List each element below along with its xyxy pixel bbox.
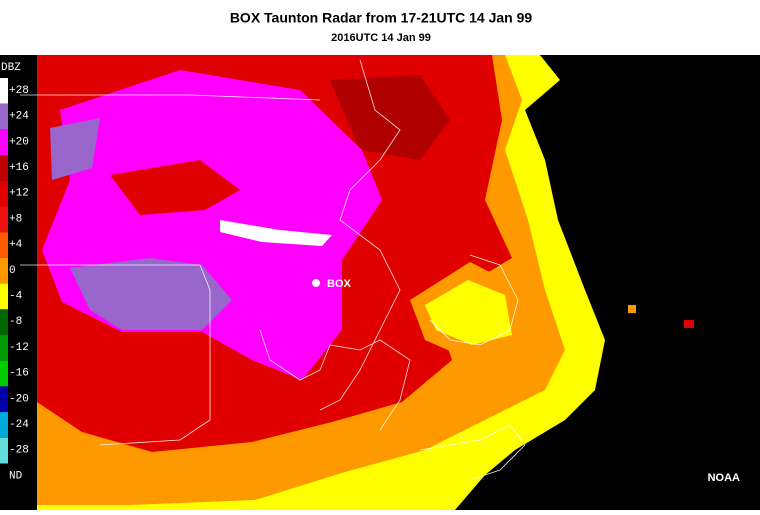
echo-darkred-2 <box>330 75 450 160</box>
boundary-line <box>20 94 321 101</box>
legend-label: -4 <box>9 291 23 303</box>
coast-line <box>419 424 526 481</box>
legend-label: -28 <box>9 445 29 457</box>
legend-label: -16 <box>9 368 29 380</box>
legend-label: +20 <box>9 136 29 148</box>
legend-swatch <box>0 78 8 104</box>
legend-label: +12 <box>9 188 29 200</box>
echo-purple <box>70 258 232 330</box>
legend-swatch <box>0 257 8 284</box>
legend-swatch <box>0 386 8 413</box>
cape-line <box>429 254 519 346</box>
legend-label: 0 <box>9 265 16 277</box>
legend-label: +28 <box>9 85 29 97</box>
legend-swatch <box>0 103 8 130</box>
station-marker <box>312 279 320 287</box>
legend-label: +8 <box>9 213 22 225</box>
echo-white <box>220 220 332 246</box>
legend-label: -24 <box>9 419 29 431</box>
subtitle: 2016UTC 14 Jan 99 <box>331 32 431 44</box>
legend-label: -8 <box>9 316 22 328</box>
legend-swatch <box>0 360 8 387</box>
legend-swatch <box>0 463 8 490</box>
legend-label: +4 <box>9 239 23 251</box>
legend-swatch <box>0 309 8 335</box>
station-label: BOX <box>327 278 352 290</box>
legend-swatch <box>0 335 8 361</box>
legend-label: ND <box>9 470 23 482</box>
legend-swatch <box>0 206 8 233</box>
legend: DBZ +28 +24 +20 +16 +12 +8 +4 0 -4 -8 -12 -16 -20 -24… <box>0 55 29 510</box>
header-background <box>0 0 760 55</box>
legend-label: -20 <box>9 393 29 405</box>
boundary-line <box>20 264 211 446</box>
legend-swatch <box>0 180 8 207</box>
coast-line <box>319 59 401 411</box>
echo-speck <box>628 305 636 313</box>
title: BOX Taunton Radar from 17-21UTC 14 Jan 9… <box>230 10 533 26</box>
legend-label: -12 <box>9 342 29 354</box>
legend-swatch <box>0 155 8 181</box>
legend-swatch <box>0 232 8 258</box>
echo-speck <box>684 320 694 328</box>
legend-label: +24 <box>9 111 29 123</box>
echo-purple-2 <box>50 118 100 180</box>
legend-title: DBZ <box>1 62 21 74</box>
echo-yellow-cape <box>425 280 512 345</box>
legend-swatch <box>0 129 8 156</box>
legend-label: +16 <box>9 162 29 174</box>
radar-map: BOX NOAA <box>0 55 760 510</box>
legend-swatch <box>0 283 8 310</box>
credit: NOAA <box>708 472 740 484</box>
echo-red-inner <box>110 160 240 215</box>
coast-line <box>259 329 411 431</box>
legend-swatch <box>0 437 8 464</box>
legend-swatch <box>0 412 8 438</box>
